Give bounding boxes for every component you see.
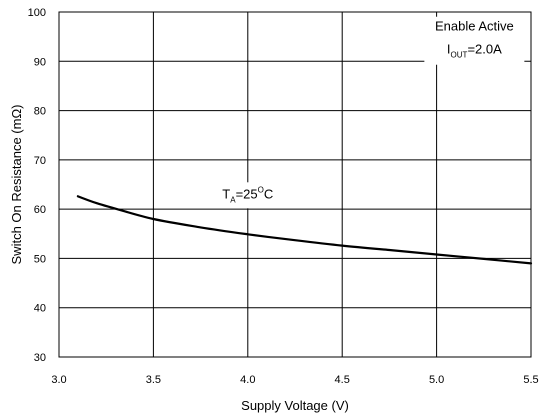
x-tick-label: 3.5 xyxy=(146,374,161,386)
plot-frame xyxy=(58,11,532,358)
conditions-background xyxy=(424,16,525,65)
series-line xyxy=(76,195,533,265)
x-axis-label: Supply Voltage (V) xyxy=(241,398,349,413)
y-tick-label: 70 xyxy=(34,155,46,167)
x-tick-label: 4.0 xyxy=(240,374,255,386)
enable-active-annotation: Enable Active xyxy=(435,19,514,34)
y-tick-label: 30 xyxy=(34,352,46,364)
x-tick-label: 3.0 xyxy=(51,374,66,386)
y-tick-label: 90 xyxy=(34,56,46,68)
y-axis-label: Switch On Resistance (mΩ) xyxy=(9,105,24,265)
x-tick-label: 5.5 xyxy=(523,374,538,386)
series-layer xyxy=(76,195,533,265)
x-tick-labels: 3.0 3.5 4.0 4.5 5.0 5.5 xyxy=(51,374,538,386)
y-tick-label: 60 xyxy=(34,204,46,216)
y-tick-label: 80 xyxy=(34,106,46,118)
iout-annotation: IOUT=2.0A xyxy=(447,41,502,59)
x-tick-label: 4.5 xyxy=(335,374,350,386)
temp-label-background xyxy=(209,182,286,209)
x-tick-label: 5.0 xyxy=(429,374,444,386)
y-tick-label: 40 xyxy=(34,303,46,315)
y-tick-label: 100 xyxy=(28,7,46,19)
y-tick-labels: 30 40 50 60 70 80 90 100 xyxy=(28,7,46,364)
y-tick-label: 50 xyxy=(34,253,46,265)
temperature-annotation: TA=25OC xyxy=(222,185,273,204)
